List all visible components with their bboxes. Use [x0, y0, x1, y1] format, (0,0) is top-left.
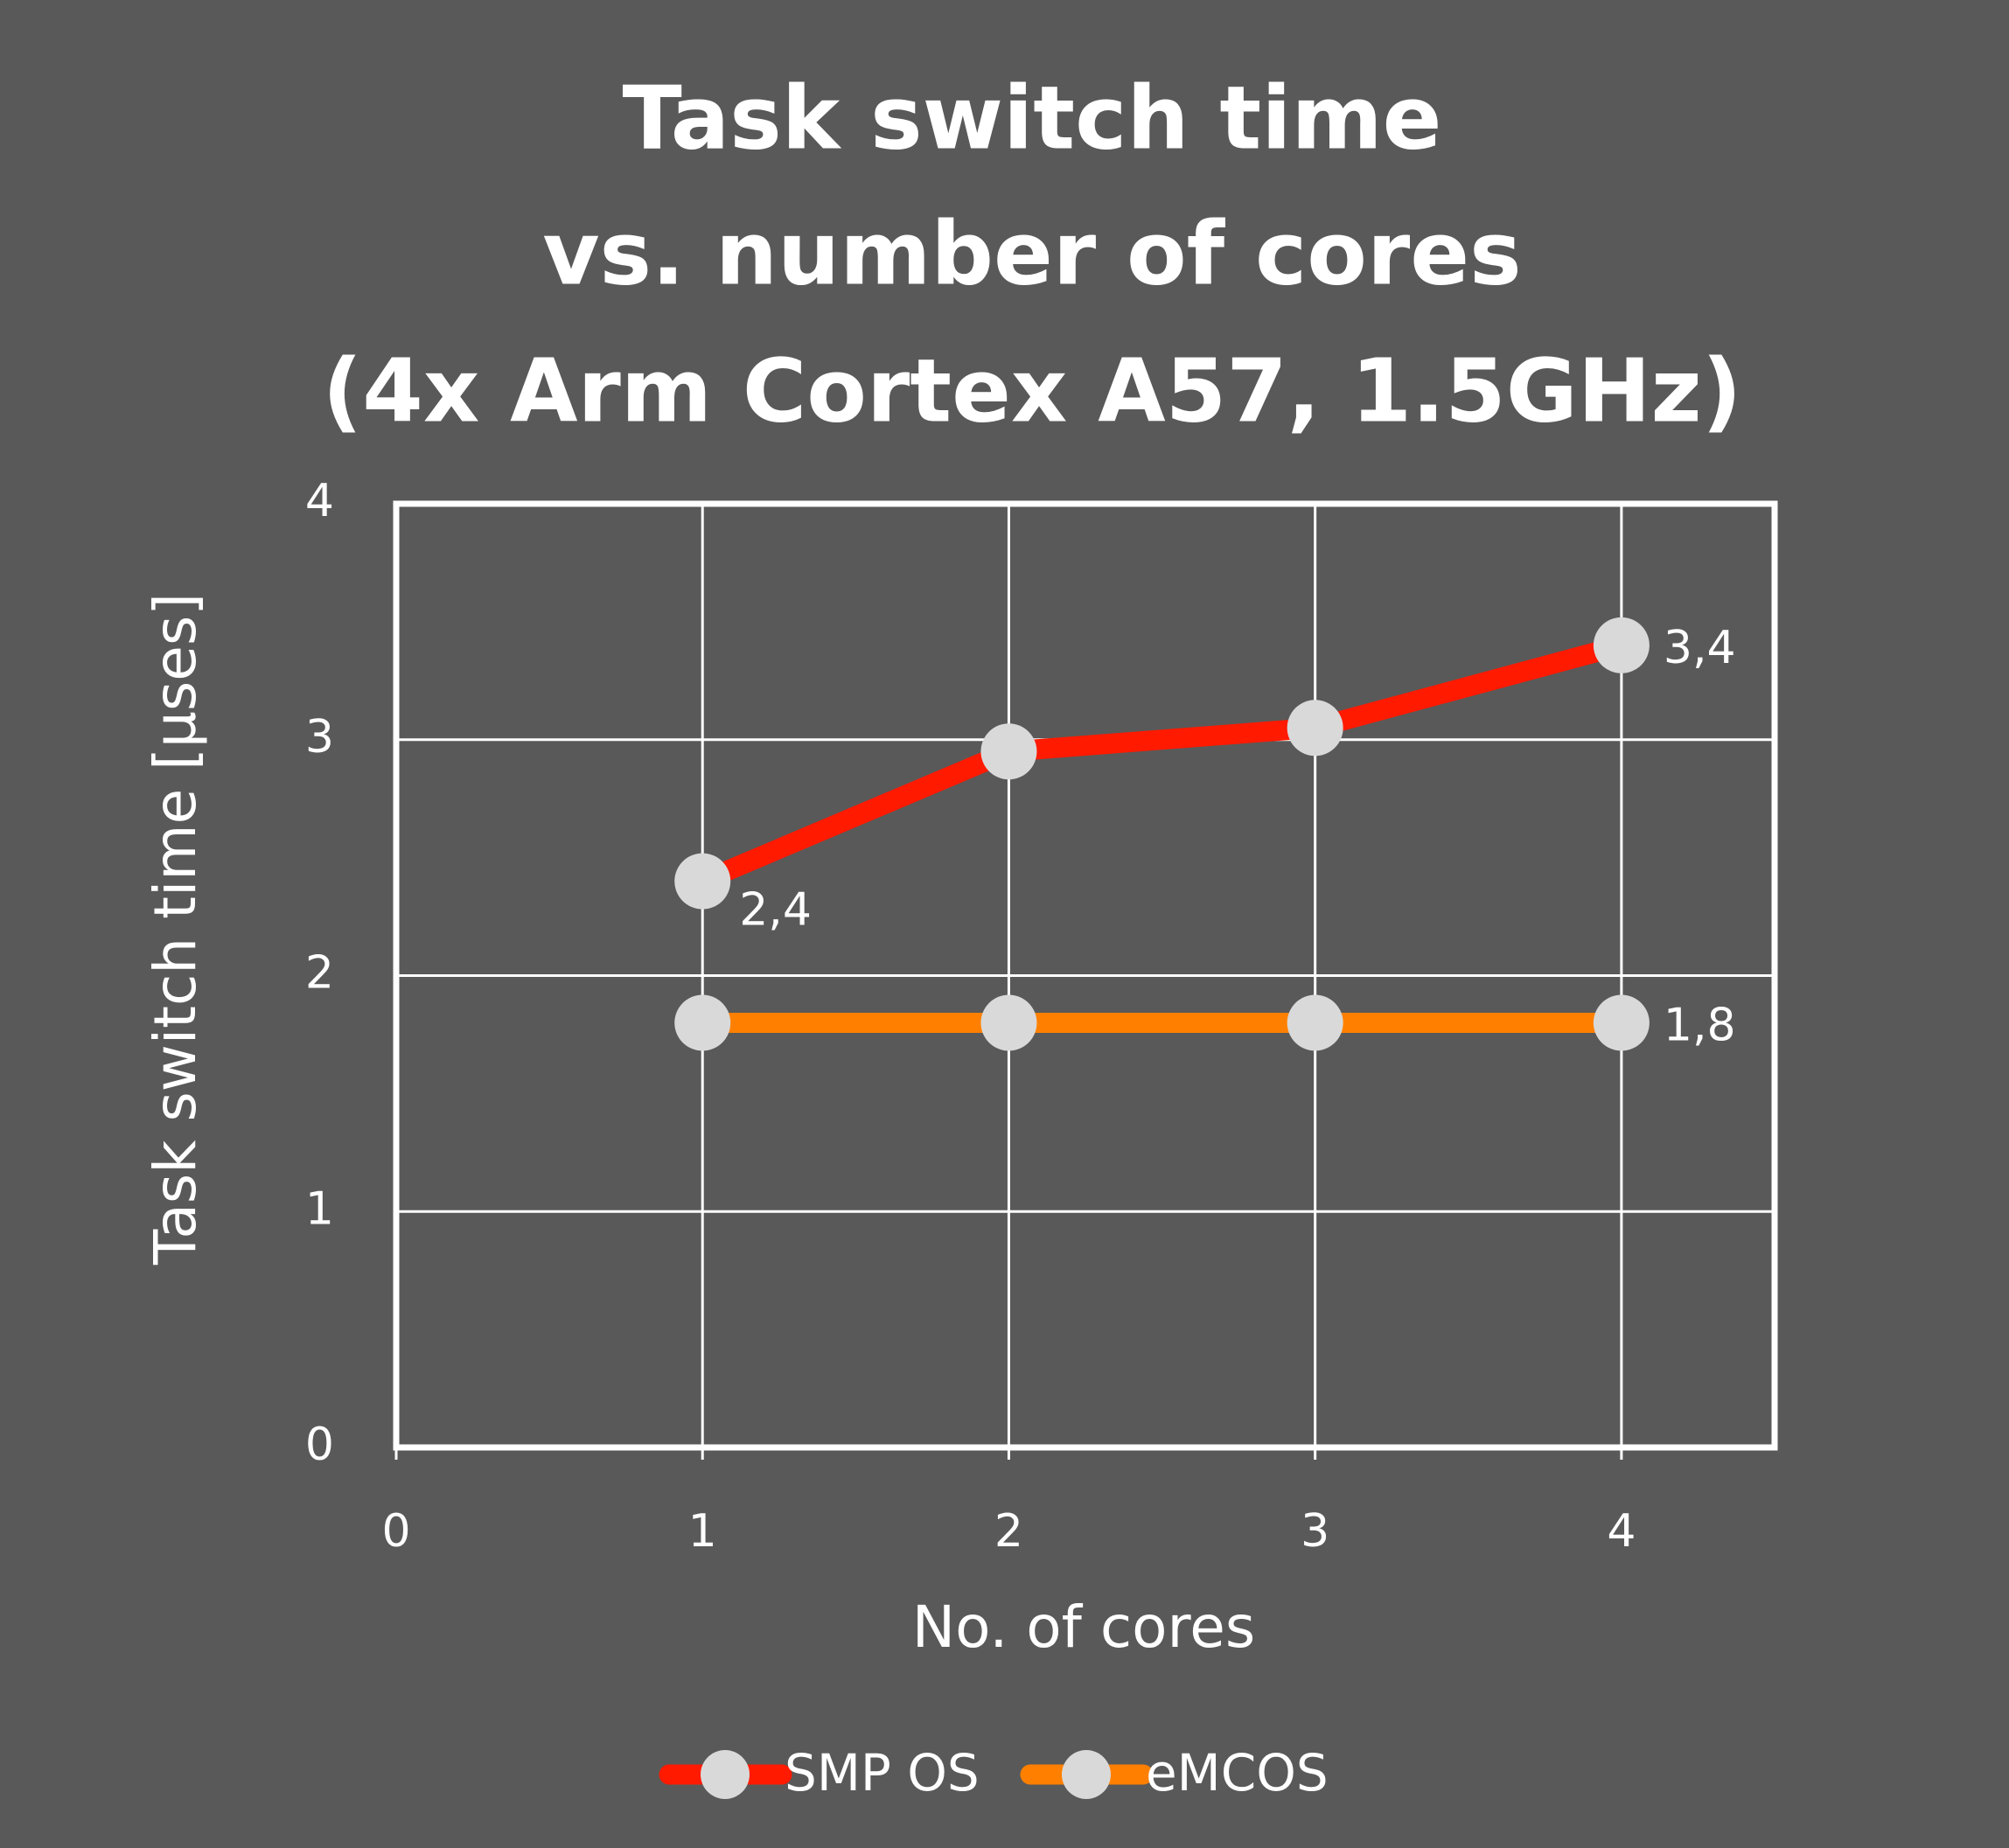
data-point — [980, 994, 1037, 1051]
data-label: 3,4 — [1664, 622, 1736, 674]
x-tick-label: 2 — [994, 1505, 1023, 1558]
data-label: 2,4 — [739, 884, 812, 937]
legend-marker — [1062, 1750, 1111, 1799]
x-tick-label: 4 — [1607, 1505, 1636, 1558]
series-line — [698, 635, 1624, 891]
data-point — [1287, 994, 1343, 1051]
chart-title: Task switch time — [622, 66, 1441, 169]
x-tick-label: 1 — [688, 1505, 717, 1558]
plot-border — [393, 500, 1778, 1451]
legend-marker — [701, 1750, 750, 1799]
legend-label: SMP OS — [785, 1743, 980, 1803]
data-point — [980, 723, 1037, 780]
data-label: 1,8 — [1664, 999, 1736, 1051]
data-point — [1593, 994, 1650, 1051]
y-tick-label: 4 — [305, 475, 334, 527]
chart-title: (4x Arm Cortex A57, 1.5GHz) — [323, 339, 1742, 442]
x-axis-label: No. of cores — [912, 1593, 1256, 1661]
legend-label: eMCOS — [1146, 1743, 1329, 1803]
x-tick-label: 0 — [381, 1505, 410, 1558]
data-point — [1593, 617, 1650, 673]
x-tick-label: 3 — [1301, 1505, 1329, 1558]
y-tick-label: 0 — [305, 1419, 334, 1471]
y-axis-label: Task switch time [µses] — [142, 593, 209, 1266]
y-tick-label: 2 — [305, 947, 334, 1000]
data-point — [674, 853, 731, 910]
y-tick-label: 3 — [305, 711, 334, 764]
y-tick-label: 1 — [305, 1182, 334, 1235]
data-point — [674, 994, 731, 1051]
data-point — [1287, 700, 1343, 757]
chart-title: vs. number of cores — [542, 202, 1521, 304]
